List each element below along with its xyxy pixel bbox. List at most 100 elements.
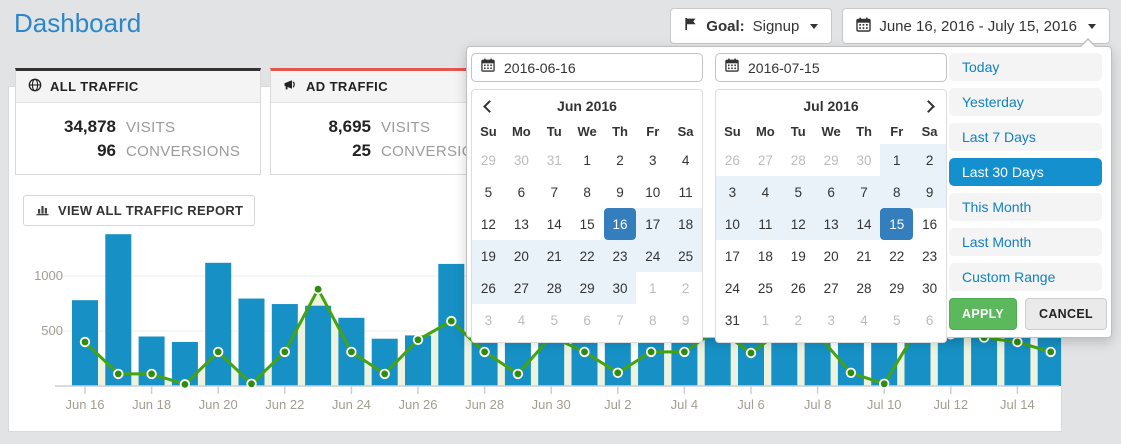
calendar-day[interactable]: 12	[781, 208, 815, 240]
conversions-point[interactable]	[79, 336, 91, 348]
view-all-traffic-report-button[interactable]: VIEW ALL TRAFFIC REPORT	[23, 195, 256, 226]
conversions-point[interactable]	[745, 347, 757, 359]
calendar-day[interactable]: 28	[790, 152, 806, 168]
calendar-day[interactable]: 9	[681, 312, 690, 328]
calendar-day[interactable]: 7	[550, 184, 558, 200]
calendar-day[interactable]: 16	[922, 216, 938, 232]
conversions-point[interactable]	[845, 367, 857, 379]
calendar-day[interactable]: 6	[925, 312, 934, 328]
calendar-day[interactable]: 8	[649, 312, 657, 328]
calendar-day[interactable]: 1	[649, 280, 657, 296]
calendar-day[interactable]: 1	[880, 144, 914, 176]
calendar-day[interactable]: 27	[823, 280, 839, 296]
calendar-day[interactable]: 6	[814, 176, 848, 208]
calendar-day[interactable]: 26	[790, 280, 806, 296]
calendar-day[interactable]: 29	[480, 152, 496, 168]
apply-button[interactable]: APPLY	[949, 298, 1018, 330]
calendar-day[interactable]: 9	[616, 184, 624, 200]
preset-this-month[interactable]: This Month	[949, 193, 1102, 221]
calendar-day[interactable]: 7	[616, 312, 624, 328]
conversions-point[interactable]	[679, 346, 690, 358]
calendar-day[interactable]: 20	[504, 240, 538, 272]
calendar-day[interactable]: 2	[681, 280, 690, 296]
calendar-day[interactable]: 26	[472, 272, 505, 304]
calendar-day[interactable]: 23	[922, 248, 938, 264]
calendar-day[interactable]: 12	[480, 216, 496, 232]
conversions-point[interactable]	[645, 346, 657, 358]
conversions-point[interactable]	[212, 346, 224, 358]
preset-custom-range[interactable]: Custom Range	[949, 263, 1102, 291]
goal-selector-button[interactable]: Goal: Signup	[670, 8, 833, 44]
calendar-day[interactable]: 17	[636, 208, 670, 240]
calendar-day[interactable]: 27	[504, 272, 538, 304]
calendar-day[interactable]: 19	[790, 248, 806, 264]
calendar-day[interactable]: 10	[716, 208, 749, 240]
calendar-day[interactable]: 18	[669, 208, 702, 240]
calendar-day[interactable]: 13	[513, 216, 529, 232]
calendar-day[interactable]: 16	[603, 208, 637, 240]
calendar-day[interactable]: 5	[550, 312, 558, 328]
calendar-day[interactable]: 15	[579, 216, 595, 232]
conversions-point[interactable]	[512, 368, 524, 380]
conversions-point[interactable]	[246, 378, 257, 390]
calendar-day[interactable]: 2	[913, 144, 946, 176]
calendar-day[interactable]: 6	[517, 184, 526, 200]
calendar-day[interactable]: 30	[856, 152, 872, 168]
calendar-day[interactable]: 4	[681, 152, 690, 168]
calendar-day[interactable]: 24	[636, 240, 670, 272]
end-date-field[interactable]	[715, 53, 947, 82]
calendar-day[interactable]: 5	[893, 312, 901, 328]
preset-last-30-days[interactable]: Last 30 Days	[949, 158, 1102, 186]
conversions-point[interactable]	[179, 379, 191, 390]
calendar-day[interactable]: 2	[616, 152, 624, 168]
preset-last-month[interactable]: Last Month	[949, 228, 1102, 256]
conversions-point[interactable]	[446, 315, 457, 327]
calendar-day[interactable]: 9	[913, 176, 946, 208]
start-date-input[interactable]	[502, 58, 693, 77]
conversions-point[interactable]	[113, 368, 124, 380]
conversions-point[interactable]	[346, 346, 357, 358]
calendar-day[interactable]: 20	[823, 248, 839, 264]
visits-bar[interactable]	[238, 298, 265, 386]
calendar-day[interactable]: 27	[757, 152, 773, 168]
calendar-day[interactable]: 29	[889, 280, 905, 296]
calendar-day[interactable]: 22	[889, 248, 905, 264]
calendar-day[interactable]: 18	[757, 248, 773, 264]
calendar-day[interactable]: 1	[761, 312, 770, 328]
calendar-day[interactable]: 19	[472, 240, 505, 272]
calendar-day[interactable]: 14	[546, 216, 562, 232]
visits-bar[interactable]	[205, 262, 232, 386]
visits-bar[interactable]	[305, 305, 332, 386]
conversions-point[interactable]	[1012, 336, 1023, 348]
calendar-day[interactable]: 3	[649, 152, 657, 168]
start-date-field[interactable]	[471, 53, 703, 82]
cancel-button[interactable]: CANCEL	[1025, 298, 1107, 330]
calendar-day[interactable]: 5	[484, 184, 493, 200]
calendar-day[interactable]: 30	[513, 152, 529, 168]
calendar-day[interactable]: 24	[724, 280, 740, 296]
preset-last-7-days[interactable]: Last 7 Days	[949, 123, 1102, 151]
calendar-day[interactable]: 31	[724, 312, 740, 328]
calendar-day[interactable]: 3	[716, 176, 749, 208]
calendar-day[interactable]: 26	[724, 152, 740, 168]
calendar-day[interactable]: 11	[678, 184, 693, 200]
calendar-day[interactable]: 30	[922, 280, 938, 296]
calendar-day[interactable]: 4	[860, 312, 868, 328]
calendar-day[interactable]: 3	[827, 312, 835, 328]
calendar-day[interactable]: 3	[484, 312, 493, 328]
calendar-day[interactable]: 14	[847, 208, 881, 240]
calendar-day[interactable]: 22	[570, 240, 604, 272]
calendar-day[interactable]: 13	[814, 208, 848, 240]
calendar-day[interactable]: 25	[669, 240, 702, 272]
calendar-day[interactable]: 4	[517, 312, 526, 328]
calendar-day[interactable]: 30	[603, 272, 637, 304]
next-month-icon[interactable]	[922, 100, 935, 113]
visits-bar[interactable]	[105, 234, 132, 386]
visits-bar[interactable]	[171, 342, 198, 386]
calendar-day[interactable]: 7	[847, 176, 881, 208]
conversions-point[interactable]	[579, 346, 590, 358]
calendar-day[interactable]: 28	[537, 272, 571, 304]
conversions-point[interactable]	[312, 284, 324, 295]
conversions-point[interactable]	[379, 368, 390, 380]
calendar-day[interactable]: 6	[583, 312, 591, 328]
